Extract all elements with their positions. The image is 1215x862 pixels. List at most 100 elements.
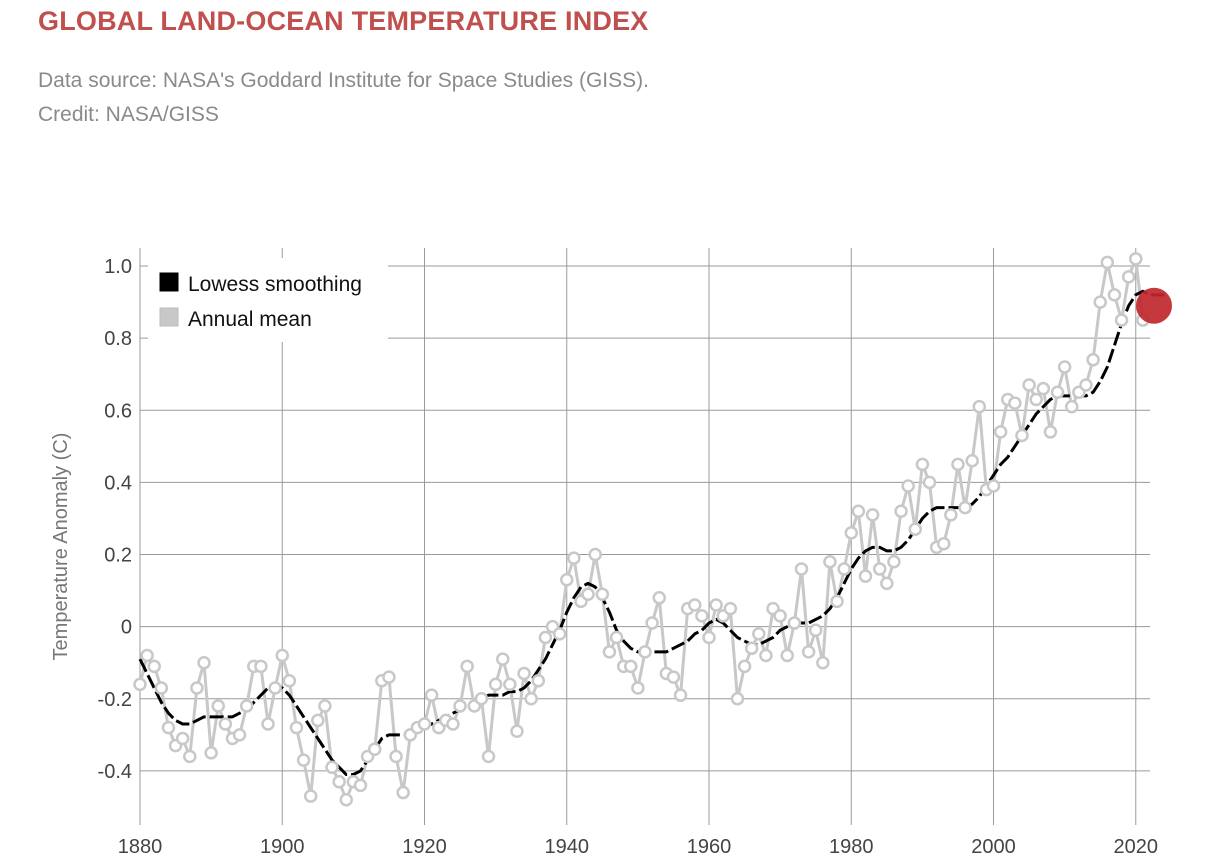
y-tick-label: 0.6 [104, 400, 132, 422]
annual-mean-point [837, 562, 851, 576]
annual-mean-point [1036, 381, 1051, 396]
x-tick-label: 1920 [402, 836, 447, 858]
credit-note: Credit: NASA/GISS [38, 103, 219, 126]
annual-mean-point [688, 598, 702, 612]
annual-mean-line [138, 257, 1145, 802]
annual-mean-point [723, 601, 738, 616]
annual-mean-point [865, 508, 880, 522]
annual-mean-point [567, 551, 581, 565]
legend-label-lowess: Lowess smoothing [188, 273, 362, 296]
annual-mean-point [503, 677, 517, 692]
annual-mean-point [1057, 360, 1072, 374]
annual-mean-point [282, 674, 297, 688]
annual-mean-point [965, 454, 979, 468]
annual-mean-point [517, 666, 531, 681]
annual-mean-point [1086, 353, 1100, 367]
y-tick-label: 0.8 [104, 328, 132, 350]
annual-mean-point [239, 699, 254, 713]
annual-mean-point [801, 645, 816, 659]
annual-mean-point [780, 648, 795, 663]
annual-mean-point [303, 789, 318, 803]
annual-mean-point [552, 627, 567, 641]
annual-mean-point [894, 504, 908, 519]
annual-mean-point [254, 659, 268, 674]
annual-mean-point [744, 641, 759, 656]
annual-mean-point [133, 677, 147, 692]
annual-mean-point [190, 681, 204, 695]
x-tick-label: 1980 [829, 836, 874, 858]
x-tick-label: 2020 [1114, 836, 1159, 858]
annual-mean-point [908, 522, 923, 537]
annual-mean-point [417, 717, 432, 731]
y-tick-label: 0.4 [104, 472, 132, 494]
annual-mean-point [823, 554, 837, 569]
annual-mean-point [858, 569, 873, 583]
annual-mean-point [218, 717, 233, 731]
annual-mean-point [887, 554, 901, 569]
annual-mean-point [353, 778, 368, 793]
x-tick-label: 1940 [545, 836, 590, 858]
annual-mean-point [901, 479, 915, 493]
annual-mean-point [1029, 392, 1043, 407]
annual-mean-point [773, 609, 787, 623]
annual-mean-point [652, 591, 666, 605]
annual-mean-point [936, 536, 951, 551]
legend-swatch-annual [159, 307, 179, 327]
legend-label-annual: Annual mean [188, 308, 312, 331]
annual-mean-point [631, 681, 645, 695]
annual-mean-point [830, 594, 844, 609]
annual-mean-point [481, 749, 496, 764]
x-tick-label: 1960 [687, 836, 732, 858]
annual-mean-point [175, 731, 190, 746]
annual-mean-point [808, 623, 823, 638]
annual-mean-point [140, 648, 154, 663]
annual-mean-point [204, 746, 218, 760]
annual-mean-point [275, 648, 290, 663]
annual-mean-point [318, 699, 332, 713]
annual-mean-point [531, 674, 546, 688]
x-tick-label: 2000 [971, 836, 1016, 858]
annual-mean-point [737, 659, 752, 674]
y-tick-label: -0.2 [98, 689, 132, 711]
annual-mean-point [1121, 270, 1136, 284]
annual-mean-point [645, 616, 659, 630]
annual-mean-point [794, 562, 809, 576]
annual-mean-point [602, 645, 617, 659]
annual-mean-point [474, 692, 489, 706]
latest-year-marker [1136, 287, 1172, 324]
annual-mean-point [382, 670, 396, 684]
annual-mean-point [702, 630, 716, 645]
annual-mean-point [339, 793, 354, 807]
annual-mean-point [1107, 288, 1122, 302]
x-tick-label: 1880 [118, 836, 163, 858]
annual-mean-point [389, 749, 403, 764]
annual-mean-point [1093, 295, 1107, 309]
annual-mean-point [922, 475, 937, 490]
annual-mean-point [289, 720, 304, 735]
data-source-note: Data source: NASA's Goddard Institute fo… [38, 69, 649, 92]
y-tick-label: -0.4 [98, 761, 132, 783]
annual-mean-point [993, 425, 1008, 439]
annual-mean-point [844, 526, 859, 540]
annual-mean-point [730, 692, 745, 706]
annual-mean-point [232, 728, 247, 742]
annual-mean-point [1065, 399, 1079, 414]
annual-mean-point [787, 616, 802, 630]
annual-mean-point [695, 609, 709, 623]
y-tick-label: 0 [121, 617, 132, 639]
annual-mean-point [595, 587, 610, 601]
annual-mean-point [311, 713, 325, 728]
annual-mean-point [154, 681, 169, 695]
annual-mean-point [666, 670, 681, 684]
annual-mean-point [1100, 255, 1115, 270]
annual-mean-point [367, 742, 382, 757]
annual-mean-point [1015, 428, 1029, 443]
annual-mean-point [325, 760, 339, 775]
annual-mean-point [581, 587, 595, 601]
annual-mean-point [183, 749, 197, 764]
y-tick-label: 0.2 [104, 545, 132, 567]
lowess-smoothing-line [138, 289, 1165, 777]
annual-mean-point [268, 681, 282, 695]
annual-mean-point [510, 724, 524, 738]
